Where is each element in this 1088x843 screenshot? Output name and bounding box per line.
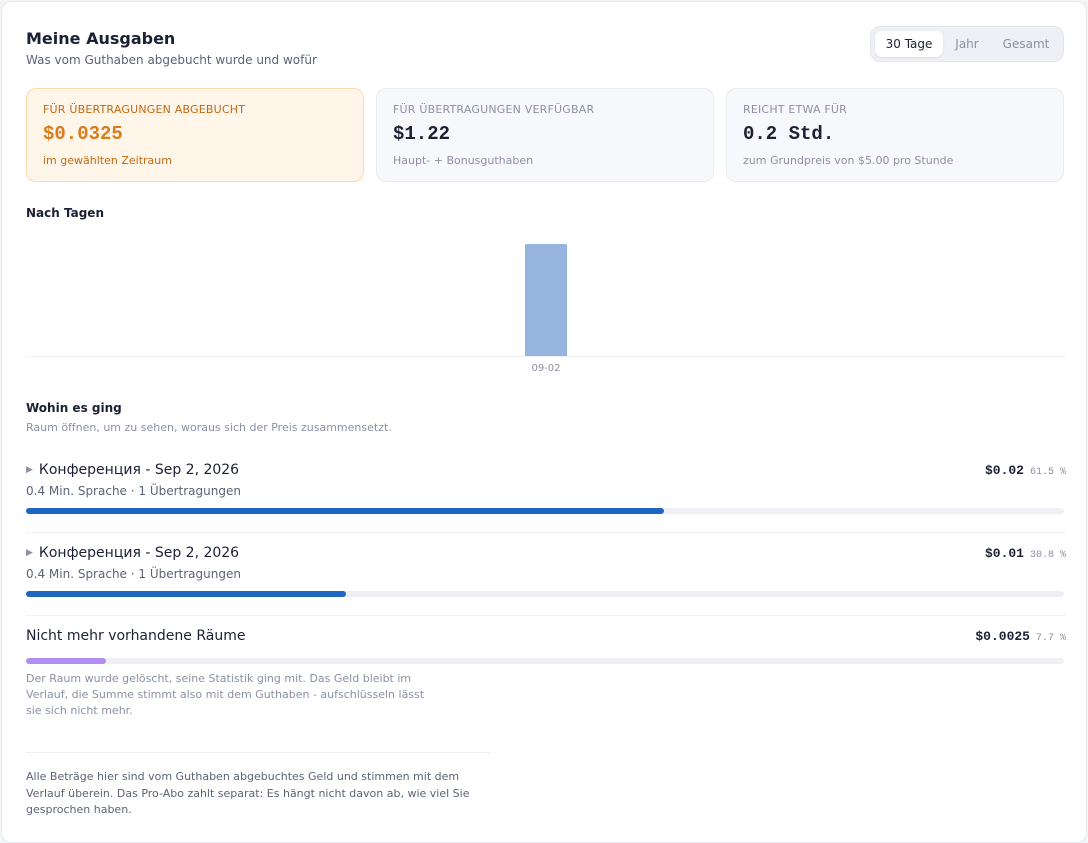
room-name: Конференция - Sep 2, 2026: [38, 545, 240, 561]
deleted-rooms-amount: $0.0025 7.7 %: [975, 629, 1066, 644]
deleted-rooms-note: Der Raum wurde gelöscht, seine Statistik…: [26, 672, 425, 717]
stat-charged-value: $0.0325: [43, 123, 123, 145]
stat-duration-label: REICHT ETWA FÜR: [743, 103, 847, 116]
by-day-heading: Nach Tagen: [26, 206, 104, 220]
room-title[interactable]: ▶ Конференция - Sep 2, 2026: [26, 462, 239, 478]
deleted-rooms-amount-value: $0.0025: [975, 629, 1030, 644]
stat-charged-label: FÜR ÜBERTRAGUNGEN ABGEBUCHT: [43, 103, 246, 116]
breakdown-hint: Raum öffnen, um zu sehen, woraus sich de…: [26, 421, 392, 434]
stat-duration-value: 0.2 Std.: [743, 123, 835, 145]
room-name: Конференция - Sep 2, 2026: [38, 462, 240, 478]
room-row[interactable]: ▶ Конференция - Sep 2, 2026 0.4 Min. Spra…: [26, 462, 1066, 522]
room-meta: 0.4 Min. Sprache · 1 Übertragungen: [26, 567, 241, 581]
stat-available-label: FÜR ÜBERTRAGUNGEN VERFÜGBAR: [393, 103, 595, 116]
stat-available-note: Haupt- + Bonusguthaben: [393, 154, 534, 167]
footer-divider: [26, 752, 490, 753]
period-selector: 30 Tage Jahr Gesamt: [870, 26, 1064, 62]
room-share-track: [26, 508, 1064, 514]
expand-triangle-icon[interactable]: ▶: [26, 548, 33, 558]
deleted-rooms-title: Nicht mehr vorhandene Räume: [26, 628, 246, 644]
room-share-bar: [26, 508, 665, 514]
room-amount: $0.02 61.5 %: [985, 463, 1066, 478]
room-amount-value: $0.02: [984, 463, 1024, 478]
room-meta: 0.4 Min. Sprache · 1 Übertragungen: [26, 484, 241, 498]
period-year-button[interactable]: Jahr: [955, 37, 979, 51]
stat-duration-note: zum Grundpreis von $5.00 pro Stunde: [743, 154, 954, 167]
chart-tick-label: 09-02: [531, 363, 561, 374]
row-divider: [26, 615, 1066, 616]
stat-duration: REICHT ETWA FÜR 0.2 Std. zum Grundpreis …: [726, 88, 1064, 182]
footer-note: Alle Beträge hier sind vom Guthaben abge…: [26, 770, 470, 816]
page-title: Meine Ausgaben: [26, 29, 176, 48]
expand-triangle-icon[interactable]: ▶: [26, 465, 33, 475]
stat-available: FÜR ÜBERTRAGUNGEN VERFÜGBAR $1.22 Haupt-…: [376, 88, 714, 182]
chart-bar: [525, 244, 567, 356]
deleted-rooms-row: Nicht mehr vorhandene Räume $0.0025 7.7 %: [26, 628, 1066, 668]
stat-available-value: $1.22: [393, 123, 451, 145]
deleted-rooms-share-bar: [26, 658, 106, 664]
deleted-rooms-share-track: [26, 658, 1064, 664]
deleted-rooms-percent: 7.7 %: [1035, 633, 1066, 644]
row-divider: [26, 532, 1066, 533]
daily-chart: 09-02: [26, 232, 1066, 382]
room-share-bar: [26, 591, 346, 597]
room-title[interactable]: ▶ Конференция - Sep 2, 2026: [26, 545, 239, 561]
page-subtitle: Was vom Guthaben abgebucht wurde und wof…: [26, 53, 317, 67]
chart-baseline: [26, 356, 1066, 357]
room-row[interactable]: ▶ Конференция - Sep 2, 2026 0.4 Min. Spra…: [26, 545, 1066, 605]
room-share-track: [26, 591, 1064, 597]
room-amount: $0.01 30.8 %: [985, 546, 1066, 561]
room-percent: 61.5 %: [1029, 467, 1066, 478]
breakdown-heading: Wohin es ging: [26, 401, 122, 415]
period-all-button[interactable]: Gesamt: [1002, 37, 1050, 51]
period-30-days-button[interactable]: 30 Tage: [875, 31, 943, 57]
stat-charged-note: im gewählten Zeitraum: [43, 154, 172, 167]
room-percent: 30.8 %: [1029, 550, 1066, 561]
room-amount-value: $0.01: [984, 546, 1024, 561]
stat-charged: FÜR ÜBERTRAGUNGEN ABGEBUCHT $0.0325 im g…: [26, 88, 364, 182]
